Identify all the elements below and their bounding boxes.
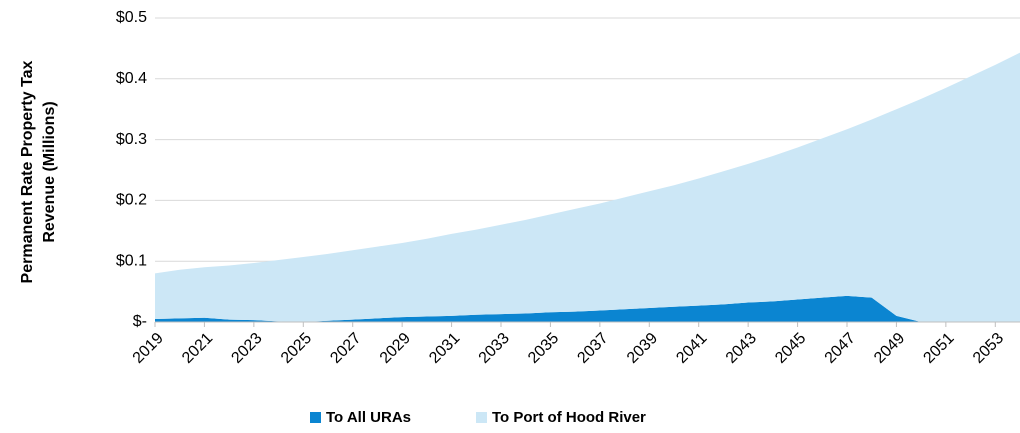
legend-swatch (310, 412, 321, 423)
x-tick-label: 2051 (920, 330, 957, 367)
x-tick-label: 2045 (772, 330, 809, 367)
x-tick-label: 2047 (822, 330, 859, 367)
legend-label: To All URAs (326, 409, 411, 426)
area (155, 52, 1020, 322)
x-tick-label: 2029 (377, 330, 414, 367)
y-axis-title: Revenue (Millions) (41, 101, 58, 242)
x-tick-label: 2021 (179, 330, 216, 367)
y-tick-label: $0.1 (116, 252, 147, 269)
legend-label: To Port of Hood River (492, 409, 646, 426)
x-tick-label: 2053 (970, 330, 1007, 367)
x-tick-label: 2033 (476, 330, 513, 367)
y-tick-label: $0.4 (116, 70, 147, 87)
x-tick-label: 2037 (574, 330, 611, 367)
y-tick-label: $0.3 (116, 131, 147, 148)
x-tick-label: 2035 (525, 330, 562, 367)
y-tick-label: $0.5 (116, 9, 147, 26)
y-tick-label: $0.2 (116, 192, 147, 209)
x-tick-label: 2023 (228, 330, 265, 367)
x-tick-label: 2039 (624, 330, 661, 367)
x-tick-label: 2041 (673, 330, 710, 367)
x-tick-label: 2043 (723, 330, 760, 367)
x-tick-label: 2025 (278, 330, 315, 367)
x-tick-label: 2019 (130, 330, 167, 367)
area (155, 295, 1020, 322)
y-axis-title: Permanent Rate Property Tax (19, 60, 36, 283)
legend-swatch (476, 412, 487, 423)
x-tick-label: 2031 (426, 330, 463, 367)
y-tick-label: $- (133, 313, 147, 330)
x-tick-label: 2049 (871, 330, 908, 367)
x-tick-label: 2027 (327, 330, 364, 367)
